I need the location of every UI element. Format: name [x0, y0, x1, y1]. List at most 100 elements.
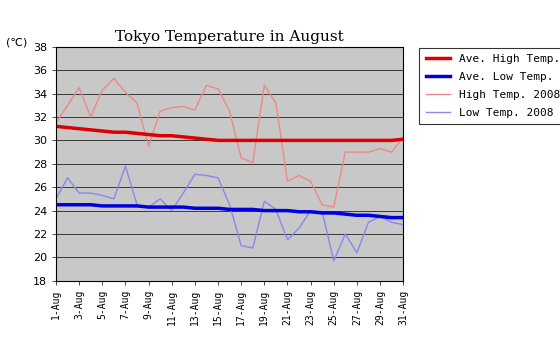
Ave. Low Temp.: [53, 203, 59, 207]
Ave. High Temp.: [342, 138, 349, 143]
Ave. Low Temp.: [307, 210, 314, 214]
High Temp. 2008: [214, 87, 221, 91]
Ave. Low Temp.: [122, 204, 129, 208]
Low Temp. 2008: [76, 191, 82, 195]
Ave. Low Temp.: [365, 213, 372, 217]
Ave. High Temp.: [76, 126, 82, 131]
Ave. High Temp.: [180, 135, 186, 139]
High Temp. 2008: [273, 101, 279, 105]
High Temp. 2008: [388, 150, 395, 154]
High Temp. 2008: [157, 109, 164, 113]
Ave. High Temp.: [284, 138, 291, 143]
Low Temp. 2008: [307, 208, 314, 213]
Ave. High Temp.: [226, 138, 233, 143]
Low Temp. 2008: [284, 238, 291, 242]
Ave. Low Temp.: [319, 211, 325, 215]
Ave. High Temp.: [145, 132, 152, 137]
Ave. Low Temp.: [353, 213, 360, 217]
High Temp. 2008: [377, 147, 384, 151]
Ave. Low Temp.: [169, 205, 175, 209]
High Temp. 2008: [192, 108, 198, 112]
High Temp. 2008: [169, 105, 175, 110]
Low Temp. 2008: [330, 259, 337, 263]
Ave. High Temp.: [400, 137, 407, 141]
Ave. High Temp.: [157, 134, 164, 138]
Ave. High Temp.: [134, 131, 141, 135]
Ave. Low Temp.: [249, 207, 256, 212]
High Temp. 2008: [261, 83, 268, 87]
Ave. Low Temp.: [296, 210, 302, 214]
Low Temp. 2008: [261, 199, 268, 203]
Low Temp. 2008: [110, 197, 117, 201]
Ave. Low Temp.: [76, 203, 82, 207]
Ave. Low Temp.: [145, 205, 152, 209]
Ave. Low Temp.: [214, 206, 221, 210]
High Temp. 2008: [64, 103, 71, 107]
Ave. Low Temp.: [273, 208, 279, 213]
High Temp. 2008: [145, 144, 152, 148]
Ave. Low Temp.: [134, 204, 141, 208]
Low Temp. 2008: [145, 205, 152, 209]
Ave. Low Temp.: [203, 206, 210, 210]
High Temp. 2008: [319, 203, 325, 207]
High Temp. 2008: [238, 156, 245, 160]
Ave. High Temp.: [307, 138, 314, 143]
Ave. Low Temp.: [400, 215, 407, 220]
Ave. Low Temp.: [157, 205, 164, 209]
High Temp. 2008: [342, 150, 349, 154]
Low Temp. 2008: [87, 191, 94, 195]
Ave. High Temp.: [64, 125, 71, 130]
Low Temp. 2008: [400, 222, 407, 227]
Ave. High Temp.: [249, 138, 256, 143]
Ave. High Temp.: [296, 138, 302, 143]
Low Temp. 2008: [53, 197, 59, 201]
Low Temp. 2008: [353, 251, 360, 255]
Ave. High Temp.: [192, 136, 198, 140]
Low Temp. 2008: [249, 246, 256, 250]
Low Temp. 2008: [238, 243, 245, 248]
Title: Tokyo Temperature in August: Tokyo Temperature in August: [115, 30, 344, 44]
Low Temp. 2008: [296, 226, 302, 230]
Ave. Low Temp.: [99, 204, 106, 208]
Ave. Low Temp.: [377, 214, 384, 219]
Ave. High Temp.: [110, 130, 117, 134]
Ave. Low Temp.: [64, 203, 71, 207]
Ave. High Temp.: [330, 138, 337, 143]
Ave. Low Temp.: [238, 207, 245, 212]
Ave. High Temp.: [238, 138, 245, 143]
Line: High Temp. 2008: High Temp. 2008: [56, 78, 403, 207]
Low Temp. 2008: [157, 197, 164, 201]
Low Temp. 2008: [134, 203, 141, 207]
Ave. High Temp.: [99, 129, 106, 133]
Low Temp. 2008: [388, 220, 395, 225]
High Temp. 2008: [284, 179, 291, 184]
Low Temp. 2008: [365, 220, 372, 225]
Line: Low Temp. 2008: Low Temp. 2008: [56, 166, 403, 261]
Low Temp. 2008: [342, 232, 349, 236]
Ave. High Temp.: [273, 138, 279, 143]
High Temp. 2008: [180, 104, 186, 109]
Ave. Low Temp.: [388, 215, 395, 220]
High Temp. 2008: [296, 173, 302, 177]
Line: Ave. High Temp.: Ave. High Temp.: [56, 126, 403, 140]
High Temp. 2008: [110, 76, 117, 81]
Low Temp. 2008: [377, 214, 384, 219]
Ave. Low Temp.: [226, 207, 233, 212]
Low Temp. 2008: [169, 208, 175, 213]
Ave. High Temp.: [122, 130, 129, 134]
Ave. Low Temp.: [110, 204, 117, 208]
High Temp. 2008: [76, 86, 82, 90]
Ave. High Temp.: [203, 137, 210, 141]
Ave. High Temp.: [353, 138, 360, 143]
Ave. Low Temp.: [180, 205, 186, 209]
Low Temp. 2008: [226, 203, 233, 207]
Ave. High Temp.: [388, 138, 395, 143]
Low Temp. 2008: [122, 164, 129, 168]
Ave. High Temp.: [365, 138, 372, 143]
Ave. Low Temp.: [342, 212, 349, 216]
High Temp. 2008: [226, 109, 233, 113]
High Temp. 2008: [99, 88, 106, 92]
High Temp. 2008: [400, 135, 407, 139]
Ave. Low Temp.: [330, 211, 337, 215]
Ave. High Temp.: [261, 138, 268, 143]
